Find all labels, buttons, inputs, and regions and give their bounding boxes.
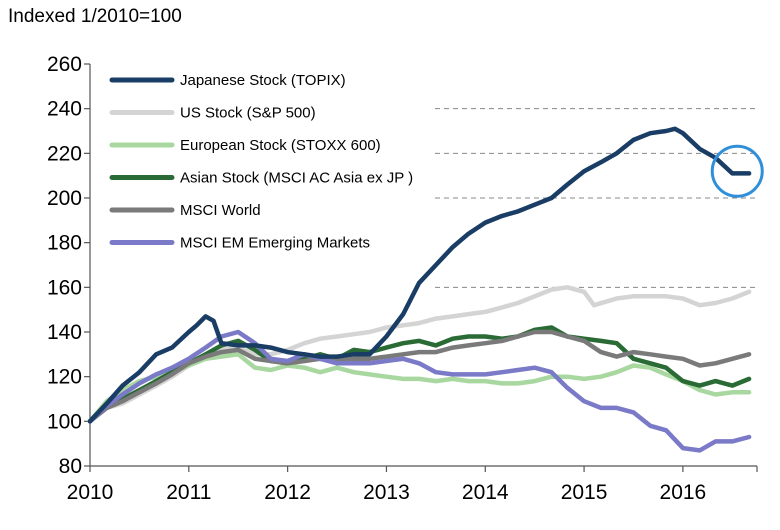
x-tick-label: 2015 xyxy=(561,481,608,504)
y-tick-label: 180 xyxy=(47,232,82,255)
legend-box xyxy=(100,68,430,263)
y-tick-label: 220 xyxy=(47,142,82,165)
legend-label: MSCI World xyxy=(180,202,261,219)
legend-label: Japanese Stock (TOPIX) xyxy=(180,72,346,89)
legend-label: US Stock (S&P 500) xyxy=(180,105,316,122)
series-line-1 xyxy=(87,126,752,424)
y-tick-label: 160 xyxy=(47,276,82,299)
x-tick-label: 2010 xyxy=(67,481,114,504)
y-tick-label: 200 xyxy=(47,187,82,210)
x-tick-label: 2016 xyxy=(660,481,707,504)
series-lines xyxy=(87,126,752,453)
legend-label: MSCI EM Emerging Markets xyxy=(180,235,370,252)
annotations xyxy=(710,144,764,198)
x-tick-label: 2014 xyxy=(462,481,509,504)
y-tick-label: 120 xyxy=(47,366,82,389)
y-tick-label: 100 xyxy=(47,410,82,433)
x-tick-label: 2012 xyxy=(264,481,311,504)
highlight-circle xyxy=(710,144,764,198)
y-tick-label: 80 xyxy=(59,455,82,478)
x-tick-label: 2011 xyxy=(166,481,211,504)
y-tick-label: 140 xyxy=(47,321,82,344)
legend-label: European Stock (STOXX 600) xyxy=(180,137,381,154)
legend: Japanese Stock (TOPIX) US Stock (S&P 500)… xyxy=(100,68,430,263)
y-tick-label: 260 xyxy=(47,53,82,76)
unit-label: Indexed 1/2010=100 xyxy=(8,6,182,27)
series-line-6 xyxy=(87,329,752,453)
grid-lines xyxy=(435,108,757,288)
y-tick-label: 240 xyxy=(47,98,82,121)
series-line-5 xyxy=(87,329,752,424)
legend-label: Asian Stock (MSCI AC Asia ex JP ) xyxy=(180,170,413,187)
x-tick-label: 2013 xyxy=(363,481,410,504)
axes: 80 100 120 140 160 180 200 220 240 260 2010 2011 201… xyxy=(47,53,758,504)
series-line-4 xyxy=(87,325,752,424)
